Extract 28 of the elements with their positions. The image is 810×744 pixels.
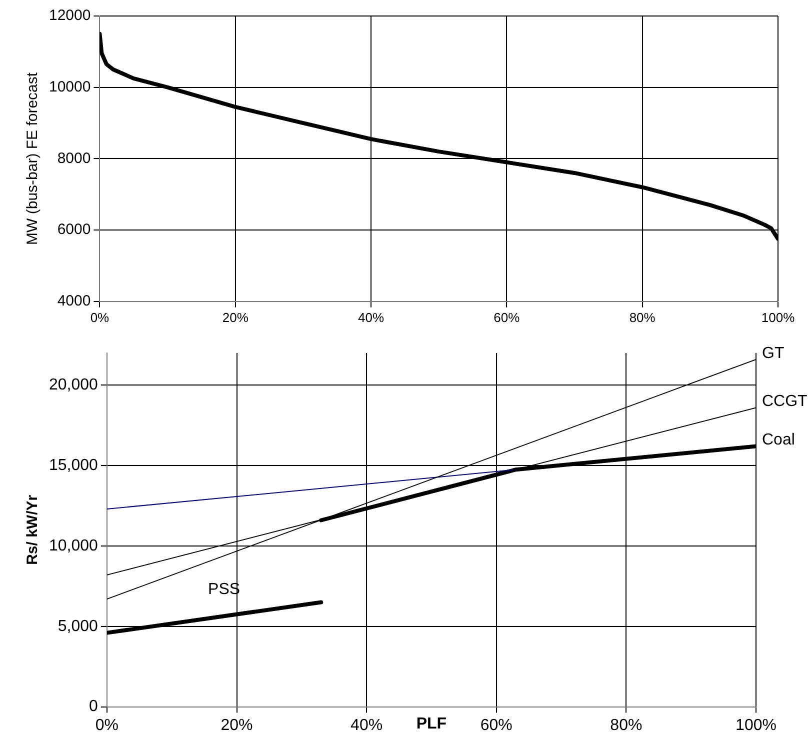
y-axis-title: Rs/ kW/Yr (24, 494, 42, 565)
x-tick-label: 40% (358, 310, 384, 325)
y-tick-label: 8000 (57, 150, 91, 167)
x-tick-label: 80% (610, 716, 642, 734)
x-tick-label: 20% (222, 310, 249, 325)
series-label: CCGT (762, 393, 808, 410)
series-label: Coal (762, 432, 795, 449)
y-axis-title: MW (bus-bar) FE forecast (24, 72, 42, 245)
x-tick-label: 100% (736, 716, 776, 734)
x-axis-title: PLF (416, 715, 447, 732)
x-tick-label: 20% (220, 716, 253, 734)
y-tick-label: 10000 (48, 78, 91, 96)
x-tick-label: 0% (90, 310, 110, 325)
y-tick-label: 12000 (48, 7, 91, 24)
y-tick-label: 5,000 (58, 618, 98, 635)
x-tick-label: 60% (480, 716, 512, 734)
y-tick-label: 15,000 (49, 456, 98, 474)
y-tick-label: 20,000 (49, 376, 98, 394)
y-tick-label: 6000 (57, 221, 91, 238)
x-tick-label: 0% (95, 716, 118, 734)
y-tick-label: 4000 (57, 292, 91, 310)
y-tick-label: 10,000 (49, 537, 98, 554)
x-tick-label: 100% (761, 310, 796, 325)
series-label: GT (762, 344, 784, 362)
x-tick-label: 80% (629, 310, 656, 325)
x-tick-label: 40% (350, 716, 383, 734)
x-tick-label: 60% (494, 310, 520, 325)
y-tick-label: 0 (89, 698, 98, 716)
